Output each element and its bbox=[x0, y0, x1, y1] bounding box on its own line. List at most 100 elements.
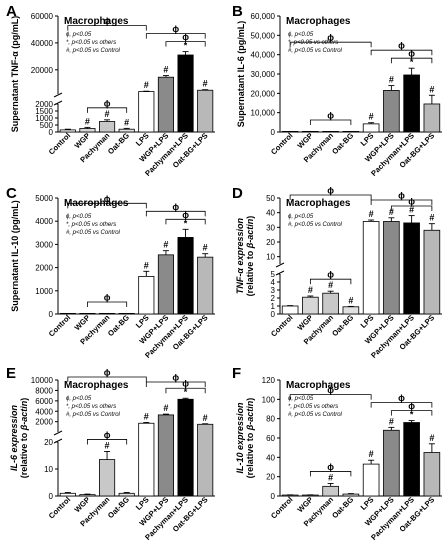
chart-title: Macrophages bbox=[64, 198, 129, 209]
panel-f: F 0 20 40 60 80 100 120 IL-10 expression (relativ… bbox=[232, 365, 442, 542]
y-tick-label: 20000 bbox=[31, 66, 54, 75]
bar-pachyman-lps bbox=[403, 74, 420, 133]
bar-pachyman bbox=[322, 130, 339, 133]
y-tick-label: 60 bbox=[266, 434, 275, 443]
bar-oat-bg bbox=[118, 128, 135, 133]
y-tick-label: 10,000 bbox=[251, 109, 276, 118]
bar-wgp-lps bbox=[157, 254, 174, 315]
comparison-bracket bbox=[165, 387, 206, 394]
y-axis-label-part: β-actin bbox=[19, 400, 29, 431]
significance-hash: # bbox=[105, 109, 110, 119]
bar-control bbox=[281, 305, 299, 315]
significance-phi: ϕ bbox=[182, 379, 189, 389]
bar-pachyman-lps bbox=[403, 222, 420, 315]
bar-lps bbox=[138, 276, 155, 315]
significance-star: * bbox=[184, 218, 188, 228]
significance-phi: ϕ bbox=[398, 393, 405, 403]
significance-hash: # bbox=[429, 84, 434, 94]
significance-hash: # bbox=[429, 433, 434, 443]
significance-star: * bbox=[184, 387, 188, 397]
y-tick-label: 40,000 bbox=[251, 51, 276, 60]
legend-entry: *, p<0.05 vs others bbox=[288, 40, 338, 46]
bar-wgp bbox=[302, 296, 319, 315]
bar-wgp bbox=[302, 130, 319, 133]
panel-letter: C bbox=[6, 185, 17, 202]
bar-pachyman-lps bbox=[177, 54, 194, 133]
bar-oat-bg-lps bbox=[197, 256, 214, 315]
significance-hash: # bbox=[203, 243, 208, 253]
significance-hash: # bbox=[389, 416, 394, 426]
legend-entry: #, p<0.05 vs Control bbox=[66, 230, 121, 236]
comparison-bracket bbox=[370, 199, 433, 205]
bar-oat-bg bbox=[342, 306, 360, 315]
y-axis-label-part: (relative to bbox=[245, 248, 255, 296]
y-tick-label: 4000 bbox=[35, 407, 53, 416]
comparison-bracket bbox=[145, 381, 206, 387]
y-axis-label: Supernatant IL-6 (pg/mL) bbox=[236, 21, 246, 128]
y-tick-label: 6000 bbox=[35, 397, 53, 406]
significance-phi: ϕ bbox=[104, 98, 111, 108]
legend-entry: *, p<0.05 vs others bbox=[66, 222, 116, 228]
significance-hash: # bbox=[389, 75, 394, 85]
y-axis-label-sub: (relative to β-actin) bbox=[245, 398, 255, 479]
legend-entry: ϕ, p<0.05 bbox=[288, 214, 314, 220]
y-tick-label: 1 bbox=[271, 302, 276, 311]
legend-entry: #, p<0.05 vs Control bbox=[288, 48, 343, 54]
y-tick-label: 20,000 bbox=[251, 89, 276, 98]
comparison-bracket bbox=[165, 41, 206, 47]
axis-break-mark bbox=[53, 430, 63, 436]
significance-phi: ϕ bbox=[408, 197, 415, 207]
significance-phi: ϕ bbox=[408, 401, 415, 411]
x-tick-label: Oat-BG bbox=[106, 131, 131, 156]
bar-control bbox=[59, 312, 76, 315]
bar-oat-bg bbox=[118, 312, 135, 315]
significance-phi: ϕ bbox=[172, 202, 179, 212]
significance-phi: ϕ bbox=[327, 186, 334, 196]
y-axis-label: IL-10 expression bbox=[235, 402, 245, 474]
comparison-bracket bbox=[145, 33, 206, 39]
significance-phi: ϕ bbox=[104, 194, 111, 204]
y-tick-label: 80 bbox=[266, 415, 275, 424]
comparison-bracket bbox=[309, 471, 352, 477]
comparison-bracket bbox=[67, 25, 147, 31]
bar-pachyman bbox=[322, 485, 339, 497]
y-tick-label: 2000 bbox=[35, 264, 53, 273]
y-axis-label-part: ) bbox=[19, 398, 29, 401]
y-axis-label: Supernatant IL-10 (pg/mL) bbox=[10, 200, 20, 312]
significance-phi: ϕ bbox=[327, 462, 334, 472]
significance-hash: # bbox=[389, 207, 394, 217]
bar-wgp bbox=[79, 128, 96, 133]
significance-hash: # bbox=[369, 209, 374, 219]
y-tick-label: 5 bbox=[271, 270, 276, 279]
y-axis-label-part: (relative to bbox=[245, 430, 255, 478]
y-axis-label: TNF-α expression bbox=[235, 217, 245, 294]
comparison-bracket bbox=[145, 210, 206, 217]
significance-hash: # bbox=[203, 79, 208, 89]
x-tick-label: LPS bbox=[134, 131, 151, 148]
y-tick-label: 2000 bbox=[35, 100, 53, 109]
y-tick-label: 8000 bbox=[35, 386, 53, 395]
legend-entry: ϕ, p<0.05 bbox=[66, 396, 92, 402]
x-tick-label: Oat-BG bbox=[106, 495, 131, 520]
bar-control bbox=[59, 492, 76, 497]
significance-hash: # bbox=[409, 205, 414, 215]
bar-wgp-lps bbox=[157, 76, 174, 133]
panel-c: C 0 1000 2000 3000 4000 5000 Supernatant IL-10 … bbox=[6, 185, 215, 360]
legend-entry: *, p<0.05 vs others bbox=[288, 404, 338, 410]
legend-entry: *, p<0.05 vs others bbox=[66, 40, 116, 46]
significance-phi: ϕ bbox=[104, 16, 111, 26]
significance-hash: # bbox=[328, 280, 333, 290]
legend-entry: ϕ, p<0.05 bbox=[288, 32, 314, 38]
comparison-bracket bbox=[390, 205, 433, 211]
legend-entry: #, p<0.05 vs Control bbox=[66, 412, 121, 418]
y-axis-label: Supernatant TNF-α (pg/mL) bbox=[10, 16, 20, 133]
legend-entry: #, p<0.05 vs Control bbox=[288, 222, 343, 228]
x-tick-label: Oat-BG bbox=[106, 313, 131, 338]
y-tick-label: 1500 bbox=[35, 107, 53, 116]
y-tick-label: 20 bbox=[266, 238, 275, 247]
comparison-bracket bbox=[370, 402, 433, 408]
chart-title: Macrophages bbox=[64, 16, 129, 27]
y-tick-label: 40 bbox=[266, 209, 275, 218]
